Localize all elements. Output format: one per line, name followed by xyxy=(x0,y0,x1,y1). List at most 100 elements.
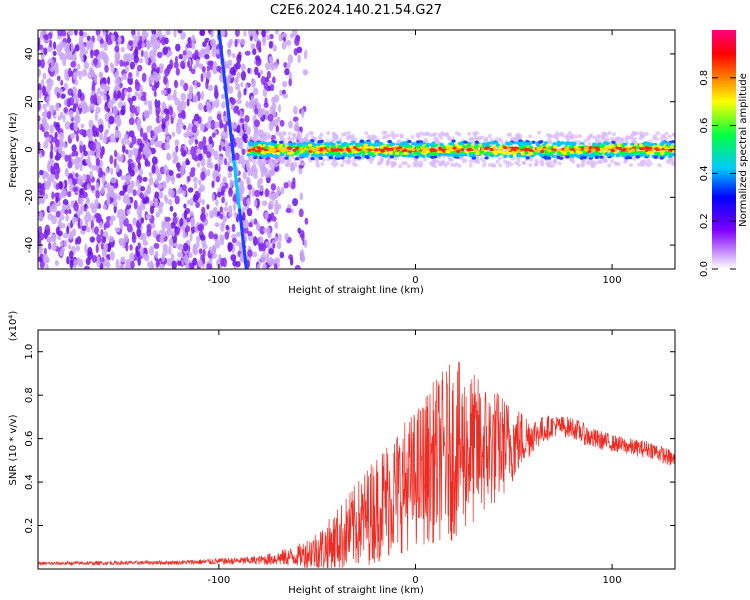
heatmap-cell xyxy=(179,79,185,87)
heatmap-cell xyxy=(397,146,402,150)
heatmap-cell xyxy=(101,236,107,244)
heatmap-cell xyxy=(633,140,638,145)
heatmap-cell xyxy=(55,122,60,128)
heatmap-cell xyxy=(165,30,171,36)
heatmap-cell xyxy=(218,144,222,152)
snr-xtick-label: 0 xyxy=(412,575,418,586)
heatmap-cell xyxy=(470,141,475,146)
heatmap-cell xyxy=(137,41,142,51)
heatmap-cell xyxy=(196,148,202,155)
heatmap-cell xyxy=(621,151,626,155)
heatmap-cell xyxy=(215,199,219,207)
heatmap-cell xyxy=(571,143,576,147)
heatmap-cell xyxy=(128,72,132,78)
heatmap-cell xyxy=(44,34,49,41)
heatmap-cell xyxy=(287,131,292,136)
heatmap-cell xyxy=(475,151,480,155)
heatmap-cell xyxy=(128,40,133,46)
heatmap-cell xyxy=(268,248,274,255)
heatmap-cell xyxy=(59,214,65,221)
heatmap-cell xyxy=(399,134,404,139)
heatmap-cell xyxy=(38,121,41,130)
heatmap-cell xyxy=(129,244,133,251)
heatmap-cell xyxy=(288,120,293,129)
heatmap-cell xyxy=(518,145,524,150)
heatmap-cell xyxy=(86,197,91,205)
heatmap-cell xyxy=(136,117,142,127)
colorbar-tick-label: 0.8 xyxy=(699,70,710,86)
heatmap-cell xyxy=(163,108,169,114)
heatmap-cell xyxy=(115,259,120,269)
heatmap-cell xyxy=(241,206,245,214)
heatmap-cell xyxy=(595,152,601,156)
heatmap-cell xyxy=(49,124,55,134)
heatmap-cell xyxy=(632,156,637,161)
heatmap-cell xyxy=(548,160,553,165)
heatmap-cell xyxy=(268,161,273,166)
heatmap-cell xyxy=(186,60,190,68)
heatmap-cell xyxy=(48,242,52,250)
heatmap-cell xyxy=(192,193,199,203)
heatmap-cell xyxy=(355,144,361,148)
heatmap-cell xyxy=(88,213,92,223)
heatmap-cell xyxy=(262,263,267,269)
heatmap-cell xyxy=(192,36,196,43)
heatmap-cell xyxy=(136,206,143,217)
heatmap-cell xyxy=(574,134,579,139)
spectrogram-xtick-label: 0 xyxy=(412,275,418,286)
heatmap-cell xyxy=(63,106,68,114)
heatmap-cell xyxy=(283,148,289,152)
heatmap-cell xyxy=(267,258,274,266)
heatmap-cell xyxy=(296,46,303,54)
heatmap-cell xyxy=(298,132,303,137)
heatmap-cell xyxy=(416,140,421,144)
heatmap-cell xyxy=(205,121,212,129)
heatmap-cell xyxy=(151,62,157,71)
heatmap-cell xyxy=(75,172,79,178)
heatmap-cell xyxy=(38,147,41,155)
heatmap-cell xyxy=(42,103,47,110)
heatmap-cell xyxy=(265,76,269,83)
heatmap-cell xyxy=(654,137,659,142)
heatmap-cell xyxy=(168,106,174,116)
heatmap-cell xyxy=(194,79,198,90)
heatmap-cell xyxy=(160,36,166,46)
heatmap-cell xyxy=(426,152,431,156)
heatmap-cell xyxy=(273,163,278,168)
heatmap-cell xyxy=(154,191,159,200)
heatmap-cell xyxy=(104,183,111,189)
heatmap-cell xyxy=(317,153,323,157)
heatmap-cell xyxy=(216,113,222,121)
heatmap-cell xyxy=(287,136,292,141)
heatmap-cell xyxy=(90,50,94,59)
heatmap-cell xyxy=(441,145,447,149)
heatmap-cell xyxy=(130,30,136,36)
heatmap-cell xyxy=(260,154,266,158)
heatmap-cell xyxy=(127,149,133,159)
heatmap-cell xyxy=(284,233,289,241)
heatmap-cell xyxy=(265,241,271,248)
heatmap-cell xyxy=(136,221,140,229)
heatmap-cell xyxy=(221,196,225,204)
heatmap-cell xyxy=(91,206,97,214)
heatmap-cell xyxy=(529,151,534,156)
heatmap-cell xyxy=(138,168,144,176)
heatmap-cell xyxy=(53,163,59,171)
heatmap-cell xyxy=(509,162,514,167)
heatmap-cell xyxy=(364,155,370,159)
heatmap-cell xyxy=(592,135,597,140)
heatmap-cell xyxy=(177,186,184,194)
heatmap-cell xyxy=(213,233,218,240)
heatmap-cell xyxy=(70,61,77,68)
heatmap-cell xyxy=(266,227,271,236)
heatmap-cell xyxy=(109,191,115,198)
colorbar-ticks: 0.00.20.40.60.8 xyxy=(699,70,736,277)
heatmap-cell xyxy=(60,150,66,158)
heatmap-cell xyxy=(602,159,607,164)
heatmap-cell xyxy=(272,243,276,249)
heatmap-cell xyxy=(49,66,55,73)
heatmap-cell xyxy=(369,152,375,156)
heatmap-cell xyxy=(66,226,70,235)
heatmap-cell xyxy=(515,134,520,139)
heatmap-cell xyxy=(262,88,268,97)
